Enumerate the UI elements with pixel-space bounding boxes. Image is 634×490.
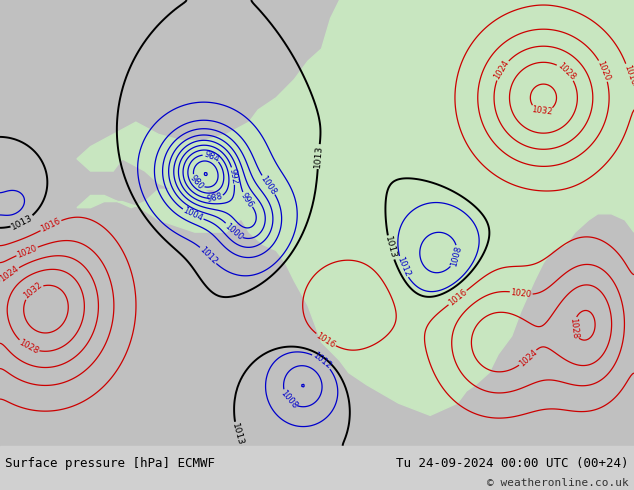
Text: 1028: 1028	[17, 338, 40, 356]
Text: 1012: 1012	[395, 255, 411, 278]
Text: 1013: 1013	[313, 145, 324, 169]
Text: 996: 996	[239, 191, 256, 209]
Polygon shape	[77, 183, 249, 232]
Text: 1012: 1012	[198, 245, 219, 266]
Text: 1008: 1008	[449, 245, 463, 268]
Text: 980: 980	[188, 173, 205, 191]
Text: Tu 24-09-2024 00:00 UTC (00+24): Tu 24-09-2024 00:00 UTC (00+24)	[396, 457, 629, 469]
Text: 1012: 1012	[311, 351, 333, 371]
Text: 988: 988	[205, 192, 223, 204]
Text: 1028: 1028	[555, 61, 577, 82]
Text: 1016: 1016	[39, 217, 62, 234]
Text: 1024: 1024	[517, 347, 539, 368]
Text: 1020: 1020	[16, 243, 39, 259]
Text: 1013: 1013	[383, 235, 398, 260]
Text: © weatheronline.co.uk: © weatheronline.co.uk	[487, 478, 629, 488]
Text: 1028: 1028	[569, 317, 580, 339]
Text: 1024: 1024	[493, 59, 511, 81]
Text: 1008: 1008	[259, 173, 278, 196]
Text: 1016: 1016	[446, 288, 469, 308]
Text: Surface pressure [hPa] ECMWF: Surface pressure [hPa] ECMWF	[5, 457, 215, 469]
Text: 1008: 1008	[278, 389, 299, 411]
Text: 1000: 1000	[223, 221, 245, 242]
Text: 984: 984	[202, 149, 221, 164]
Text: 1016: 1016	[314, 331, 337, 350]
Text: 992: 992	[228, 168, 239, 185]
Text: 1004: 1004	[181, 206, 204, 223]
Text: 1024: 1024	[0, 265, 21, 284]
Text: 1016: 1016	[622, 63, 634, 86]
Text: 1032: 1032	[531, 105, 553, 117]
Polygon shape	[0, 0, 634, 446]
Text: 1013: 1013	[230, 422, 245, 446]
Polygon shape	[575, 18, 634, 122]
Text: 1032: 1032	[22, 281, 44, 301]
Polygon shape	[77, 0, 634, 416]
Text: 1020: 1020	[596, 59, 612, 82]
Text: 1013: 1013	[10, 213, 34, 232]
Text: 1020: 1020	[510, 288, 532, 299]
